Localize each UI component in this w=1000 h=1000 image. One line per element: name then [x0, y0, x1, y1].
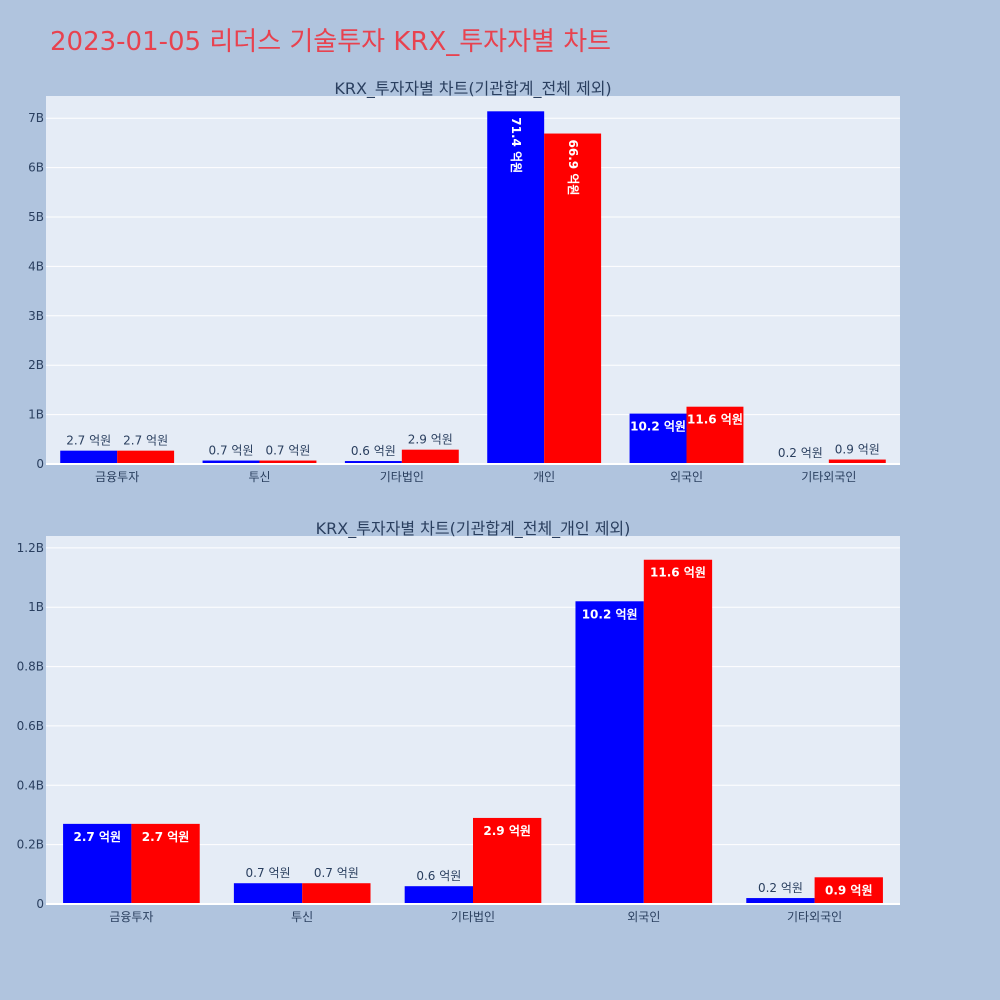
chart2-data-label: 2.9 억원 — [483, 824, 531, 838]
chart1-data-label: 0.7 억원 — [265, 444, 310, 458]
chart1-data-label: 0.9 억원 — [835, 443, 880, 457]
chart1-bar-series2-4 — [686, 406, 744, 464]
chart2-data-label: 11.6 억원 — [650, 566, 706, 580]
chart1-y-tick-label: 0 — [36, 457, 44, 471]
chart2-bar-series1-2 — [404, 886, 473, 904]
chart1-bar-series2-3 — [544, 133, 602, 464]
chart1-bar-series2-2 — [401, 449, 459, 464]
chart2-data-label: 2.7 억원 — [142, 830, 190, 844]
chart1-y-tick-label: 4B — [28, 259, 44, 273]
chart2-bar-series1-4 — [746, 898, 815, 904]
chart2-y-tick-label: 1B — [28, 600, 44, 614]
chart1-x-tick-label: 금융투자 — [95, 470, 139, 484]
chart1-y-tick-label: 3B — [28, 309, 44, 323]
chart1-y-tick-label: 7B — [28, 111, 44, 125]
chart1-bar-series2-5 — [828, 459, 886, 464]
chart1-bar-series2-0 — [117, 450, 175, 464]
chart2-bar-series2-3 — [643, 559, 713, 904]
chart1-data-label: 0.2 억원 — [778, 446, 823, 460]
chart1-x-tick-label: 외국인 — [670, 470, 703, 484]
chart2-y-tick-label: 0.4B — [17, 778, 44, 792]
chart2-x-tick-label: 기타외국인 — [787, 910, 842, 924]
chart2-title: KRX_투자자별 차트(기관합계_전체_개인 제외) — [316, 519, 631, 539]
chart1-bar-series1-3 — [487, 111, 545, 465]
chart1-bar-series1-2 — [344, 461, 402, 464]
chart1-data-label: 0.7 억원 — [209, 444, 254, 458]
chart1-bar-series1-0 — [60, 450, 118, 464]
chart1-data-label: 2.9 억원 — [408, 433, 453, 447]
chart2-data-label: 0.7 억원 — [246, 866, 291, 880]
chart2-x-tick-label: 기타법인 — [451, 910, 495, 924]
chart1-bar-series2-1 — [259, 460, 317, 464]
chart2-bar-series1-0 — [63, 823, 132, 904]
chart1-data-label: 11.6 억원 — [687, 413, 743, 427]
chart2-data-label: 0.6 억원 — [416, 869, 461, 883]
chart1-data-label: 0.6 억원 — [351, 444, 396, 458]
chart2-data-label: 0.2 억원 — [758, 881, 803, 895]
chart2-y-tick-label: 0.8B — [17, 660, 44, 674]
chart2-data-label: 0.9 억원 — [825, 883, 873, 897]
chart2-x-tick-label: 금융투자 — [109, 910, 153, 924]
chart2-bar-series1-3 — [575, 601, 644, 904]
chart2-data-label: 10.2 억원 — [582, 607, 638, 621]
chart1-x-tick-label: 기타법인 — [380, 470, 424, 484]
chart2-y-tick-label: 0.2B — [17, 838, 44, 852]
chart2-bar-series2-0 — [131, 823, 200, 904]
chart1-y-tick-label: 2B — [28, 358, 44, 372]
chart1-bar-series1-4 — [629, 413, 687, 464]
chart1-data-label: 2.7 억원 — [66, 434, 111, 448]
chart1-plot-area — [46, 96, 900, 464]
chart1-y-tick-label: 6B — [28, 161, 44, 175]
chart1-bar-series1-1 — [202, 460, 260, 464]
chart2-y-tick-label: 1.2B — [17, 541, 44, 555]
chart2-bar-series2-2 — [473, 817, 542, 904]
chart1-x-tick-label: 개인 — [533, 470, 555, 484]
chart2-bar-series2-1 — [302, 883, 371, 904]
chart2-y-tick-label: 0 — [36, 897, 44, 911]
chart1-x-tick-label: 기타외국인 — [801, 470, 856, 484]
chart2-x-tick-label: 투신 — [291, 910, 313, 924]
chart2-bar-series1-1 — [233, 883, 303, 904]
chart1-title: KRX_투자자별 차트(기관합계_전체 제외) — [334, 79, 611, 99]
chart1-data-label: 10.2 억원 — [630, 420, 686, 434]
chart1-y-tick-label: 5B — [28, 210, 44, 224]
chart2-x-tick-label: 외국인 — [627, 910, 660, 924]
chart2-bar-series2-4 — [814, 877, 883, 904]
chart2-y-tick-label: 0.6B — [17, 719, 44, 733]
chart2-data-label: 0.7 억원 — [314, 866, 359, 880]
chart1-x-tick-label: 투신 — [248, 470, 270, 484]
chart1-data-label: 66.9 억원 — [566, 140, 580, 196]
chart2-data-label: 2.7 억원 — [73, 830, 121, 844]
page-title: 2023-01-05 리더스 기술투자 KRX_투자자별 차트 — [50, 27, 611, 57]
chart1-data-label: 2.7 억원 — [123, 434, 168, 448]
chart1-data-label: 71.4 억원 — [509, 117, 523, 173]
chart1-y-tick-label: 1B — [28, 408, 44, 422]
